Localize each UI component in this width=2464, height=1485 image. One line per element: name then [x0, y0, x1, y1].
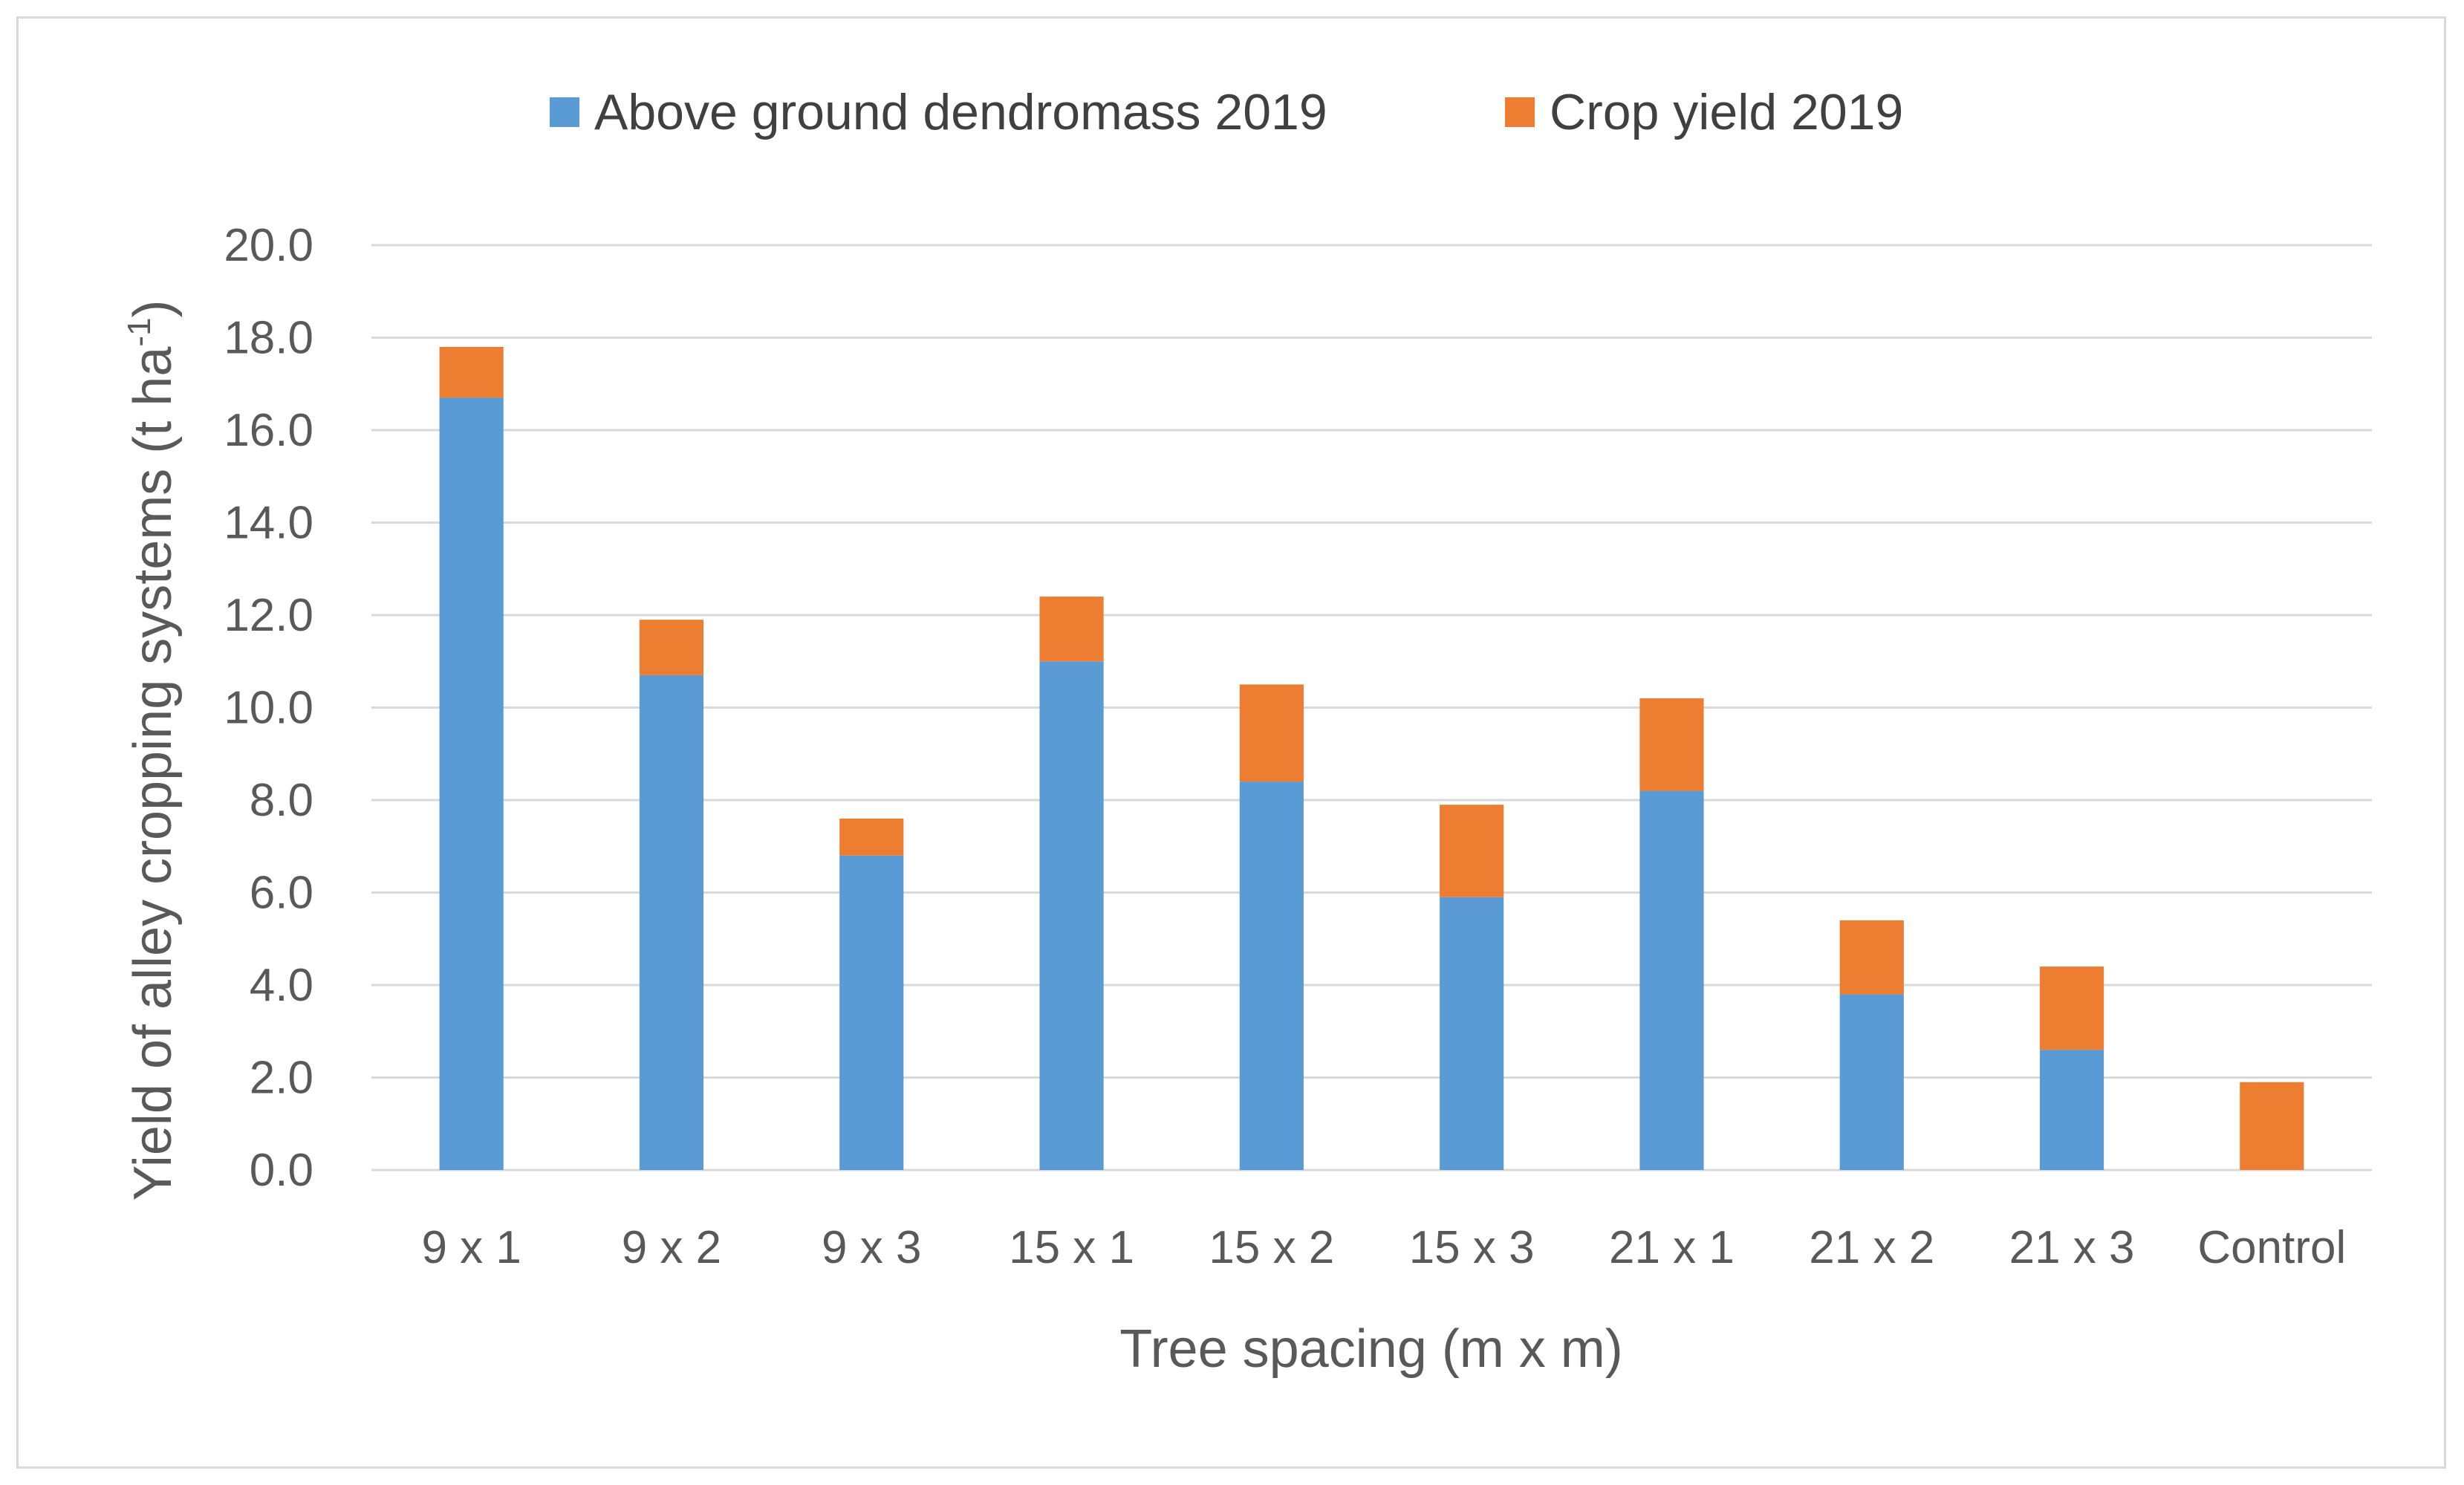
y-tick-label: 4.0: [250, 960, 313, 1011]
y-tick-label: 20.0: [224, 220, 313, 271]
bar-dendromass-9x2: [639, 675, 704, 1170]
legend-label-crop-yield: Crop yield 2019: [1550, 84, 1903, 140]
x-tick-label: Control: [2197, 1222, 2346, 1273]
bar-dendromass-15x3: [1440, 897, 1504, 1170]
bar-crop-yield-21x1: [1639, 698, 1704, 791]
x-tick-label: 21 x 2: [1809, 1222, 1934, 1273]
x-tick-label: 15 x 2: [1209, 1222, 1334, 1273]
y-axis-title: Yield of alley cropping systems (t ha-1): [121, 300, 183, 1201]
bar-dendromass-9x1: [439, 397, 504, 1170]
bar-crop-yield-control: [2240, 1082, 2304, 1170]
x-tick-label: 9 x 3: [822, 1222, 921, 1273]
y-tick-label: 0.0: [250, 1145, 313, 1196]
x-axis-tick-labels: 9 x 1 9 x 2 9 x 3 15 x 1 15 x 2 15 x 3 21 x 1 2…: [421, 1222, 2346, 1273]
bar-crop-yield-21x3: [2039, 966, 2104, 1050]
x-tick-label: 9 x 2: [622, 1222, 721, 1273]
legend-swatch-dendromass: [550, 97, 579, 127]
bar-dendromass-15x1: [1039, 661, 1104, 1170]
bars: [439, 346, 2304, 1170]
y-axis-title-superscript: -1: [121, 318, 157, 347]
y-axis-title-end: ): [123, 300, 183, 318]
chart-frame: [16, 16, 2446, 1469]
bar-crop-yield-15x2: [1239, 684, 1304, 782]
y-tick-label: 12.0: [224, 590, 313, 641]
x-tick-label: 21 x 1: [1609, 1222, 1735, 1273]
y-tick-label: 10.0: [224, 683, 313, 734]
x-tick-label: 15 x 1: [1009, 1222, 1134, 1273]
gridlines: [371, 244, 2372, 1172]
y-tick-label: 6.0: [250, 868, 313, 919]
y-axis-title-main: Yield of alley cropping systems (t ha: [123, 346, 183, 1201]
bar-dendromass-21x1: [1639, 790, 1704, 1170]
bar-crop-yield-15x1: [1039, 597, 1104, 662]
legend-swatch-crop-yield: [1505, 97, 1535, 127]
bar-crop-yield-9x3: [839, 818, 904, 856]
x-axis-title: Tree spacing (m x m): [1119, 1319, 1622, 1379]
y-tick-label: 8.0: [250, 775, 313, 826]
legend: Above ground dendromass 2019 Crop yield …: [550, 84, 1903, 140]
x-tick-label: 21 x 3: [2009, 1222, 2135, 1273]
bar-crop-yield-21x2: [1839, 920, 1904, 995]
bar-crop-yield-9x2: [639, 620, 704, 675]
bar-dendromass-15x2: [1239, 782, 1304, 1170]
bar-dendromass-9x3: [839, 855, 904, 1170]
y-tick-label: 18.0: [224, 313, 313, 364]
x-tick-label: 9 x 1: [421, 1222, 521, 1273]
y-tick-label: 16.0: [224, 405, 313, 456]
bar-crop-yield-15x3: [1440, 805, 1504, 897]
y-tick-label: 14.0: [224, 498, 313, 549]
x-tick-label: 15 x 3: [1409, 1222, 1535, 1273]
y-axis-tick-labels: 0.0 2.0 4.0 6.0 8.0 10.0 12.0 14.0 16.0 18.0 20.0: [224, 220, 313, 1196]
bar-crop-yield-9x1: [439, 346, 504, 398]
y-tick-label: 2.0: [250, 1053, 313, 1104]
bar-dendromass-21x3: [2039, 1050, 2104, 1170]
legend-label-dendromass: Above ground dendromass 2019: [594, 84, 1327, 140]
bar-dendromass-21x2: [1839, 994, 1904, 1170]
